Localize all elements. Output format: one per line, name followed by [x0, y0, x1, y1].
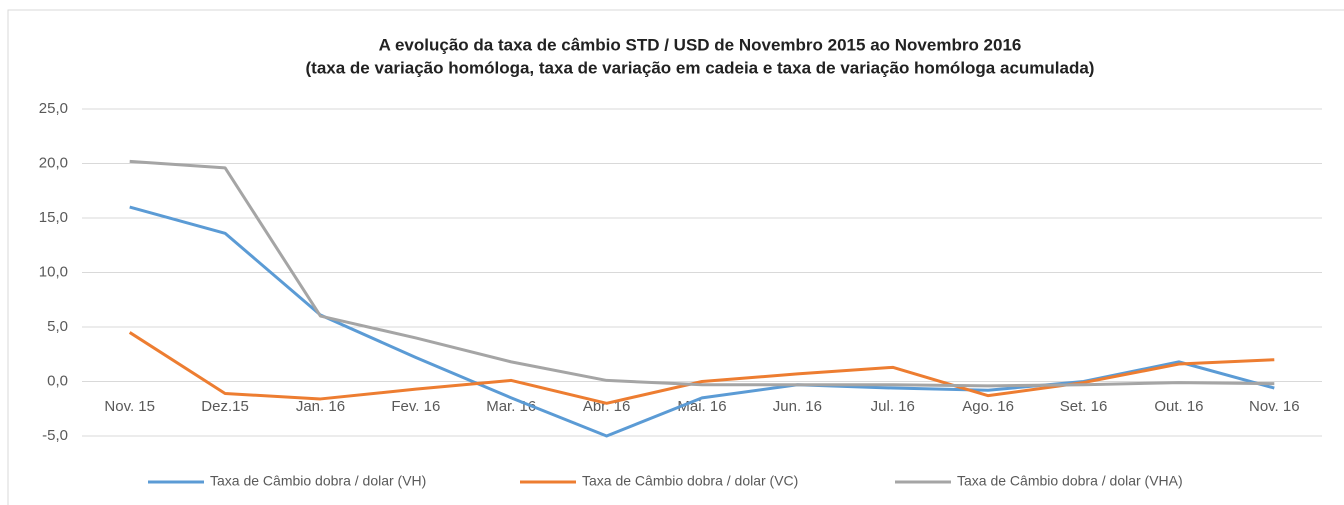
chart-frame — [7, 9, 1344, 505]
x-tick-label: Nov. 15 — [104, 398, 155, 415]
x-tick-label: Ago. 16 — [962, 398, 1014, 415]
y-tick-label: 0,0 — [47, 372, 68, 389]
y-tick-label: 25,0 — [39, 100, 68, 117]
y-tick-label: -5,0 — [42, 427, 68, 444]
legend-label: Taxa de Câmbio dobra / dolar (VC) — [582, 473, 798, 489]
x-tick-label: Mai. 16 — [677, 398, 726, 415]
y-tick-label: 10,0 — [39, 263, 68, 280]
legend-label: Taxa de Câmbio dobra / dolar (VHA) — [957, 473, 1183, 489]
x-tick-label: Jul. 16 — [871, 398, 915, 415]
x-tick-label: Jun. 16 — [773, 398, 822, 415]
y-tick-label: 5,0 — [47, 318, 68, 335]
legend-label: Taxa de Câmbio dobra / dolar (VH) — [210, 473, 426, 489]
x-tick-label: Nov. 16 — [1249, 398, 1300, 415]
y-tick-label: 15,0 — [39, 209, 68, 226]
series-line — [128, 331, 1275, 405]
y-tick-label: 20,0 — [39, 154, 68, 171]
series-line — [129, 159, 1275, 388]
chart-subtitle: (taxa de variação homóloga, taxa de vari… — [306, 58, 1095, 77]
x-tick-label: Jan. 16 — [296, 398, 345, 415]
x-tick-label: Dez.15 — [201, 398, 249, 415]
x-tick-label: Abr. 16 — [583, 398, 631, 415]
x-tick-label: Out. 16 — [1154, 398, 1203, 415]
chart-title: A evolução da taxa de câmbio STD / USD d… — [379, 35, 1022, 54]
x-tick-label: Set. 16 — [1060, 398, 1108, 415]
x-tick-label: Fev. 16 — [391, 398, 440, 415]
